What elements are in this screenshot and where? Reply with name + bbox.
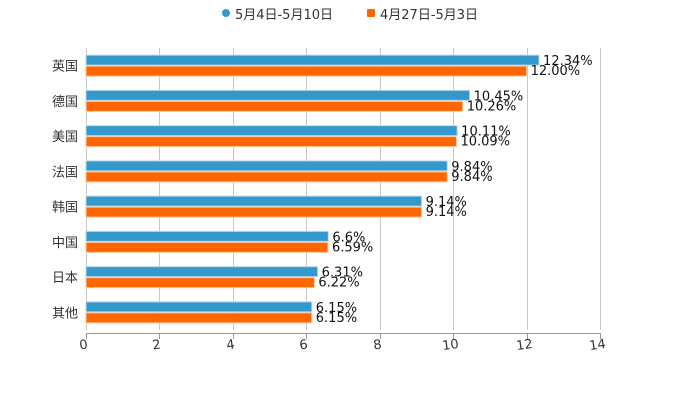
bar-series-b[interactable] — [85, 312, 313, 324]
value-axis: 0 2 4 6 8 10 12 14 — [78, 333, 607, 354]
tick-label: 0 — [78, 337, 88, 353]
value-label-series-a: 9.14% — [426, 195, 467, 210]
tick-label: 2 — [151, 337, 161, 353]
category-label: 法国 — [52, 165, 78, 180]
category-label: 英国 — [52, 60, 78, 75]
legend-label-series-a: 5月4日-5月10日 — [234, 7, 333, 23]
category-label: 美国 — [52, 130, 78, 145]
tick-label: 12 — [515, 337, 533, 354]
value-label-series-a: 6.6% — [332, 230, 365, 245]
tick-label: 6 — [298, 337, 308, 353]
value-label-series-a: 12.34% — [543, 54, 593, 69]
value-label-series-a: 10.11% — [461, 125, 511, 140]
bar-series-a[interactable] — [85, 266, 319, 278]
category-label: 中国 — [52, 236, 78, 251]
legend-square-icon — [367, 9, 375, 17]
tick-label: 8 — [372, 337, 382, 353]
value-label-series-a: 6.31% — [322, 266, 363, 281]
category-label: 日本 — [52, 271, 78, 286]
value-label-series-b: 6.15% — [316, 311, 357, 326]
bar-series-a[interactable] — [85, 89, 471, 101]
legend-label-series-b: 4月27日-5月3日 — [380, 7, 479, 23]
bar-series-b[interactable] — [85, 100, 464, 112]
value-label-series-b: 12.00% — [531, 64, 581, 79]
legend-circle-icon — [221, 9, 230, 17]
legend-item-series-b[interactable]: 4月27日-5月3日 — [367, 4, 479, 23]
bar-series-a[interactable] — [85, 160, 448, 172]
bar-series-a[interactable] — [85, 125, 458, 137]
bar-series-b[interactable] — [85, 136, 457, 148]
value-label-series-b: 9.84% — [451, 170, 492, 185]
bar-series-b[interactable] — [85, 277, 315, 289]
chart-legend: 5月4日-5月10日 4月27日-5月3日 — [0, 4, 700, 23]
value-label-series-a: 6.15% — [316, 301, 357, 316]
tick-label: 10 — [441, 337, 459, 354]
value-label-series-b: 10.26% — [467, 99, 517, 114]
value-label-series-a: 10.45% — [474, 89, 524, 104]
value-label-series-b: 6.59% — [332, 240, 373, 255]
category-label: 韩国 — [52, 201, 78, 216]
bars: 12.34%12.00% 10.45%10.26% 10.11%10.09% 9.84… — [85, 54, 593, 326]
value-label-series-b: 10.09% — [460, 135, 510, 150]
value-label-series-b: 9.14% — [426, 205, 467, 220]
bar-series-a[interactable] — [85, 230, 329, 242]
bar-series-b[interactable] — [85, 65, 528, 77]
category-label: 其他 — [52, 306, 78, 321]
category-label: 德国 — [52, 95, 78, 110]
bar-series-b[interactable] — [85, 206, 423, 218]
bar-series-b[interactable] — [85, 241, 329, 253]
value-label-series-b: 6.22% — [318, 276, 359, 291]
tick-label: 14 — [588, 337, 606, 354]
bar-series-a[interactable] — [85, 301, 313, 313]
value-label-series-a: 9.84% — [451, 160, 492, 175]
bar-series-a[interactable] — [85, 54, 540, 66]
bar-series-a[interactable] — [85, 195, 423, 207]
tick-label: 4 — [225, 337, 235, 353]
bar-series-b[interactable] — [85, 171, 448, 183]
legend-item-series-a[interactable]: 5月4日-5月10日 — [221, 4, 333, 23]
